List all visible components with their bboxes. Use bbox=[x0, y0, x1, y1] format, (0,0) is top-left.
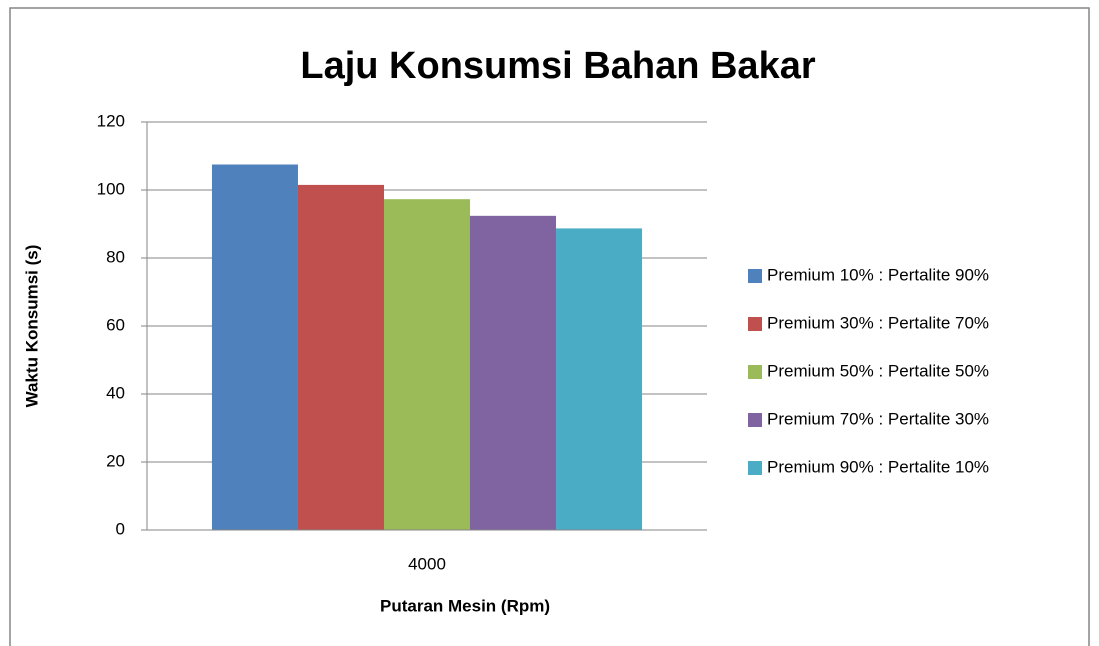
legend-swatch bbox=[748, 461, 762, 475]
y-tick-label: 20 bbox=[106, 451, 125, 470]
y-tick-label: 80 bbox=[106, 247, 125, 266]
legend-swatch bbox=[748, 317, 762, 331]
legend-swatch bbox=[748, 269, 762, 283]
legend-label: Premium 90% : Pertalite 10% bbox=[767, 457, 989, 476]
legend-label: Premium 70% : Pertalite 30% bbox=[767, 409, 989, 428]
bar bbox=[470, 215, 557, 530]
x-axis-label: Putaran Mesin (Rpm) bbox=[380, 596, 550, 615]
y-tick-label: 120 bbox=[97, 111, 125, 130]
bar bbox=[383, 199, 471, 530]
x-tick-label: 4000 bbox=[408, 554, 446, 573]
legend-label: Premium 30% : Pertalite 70% bbox=[767, 313, 989, 332]
chart-title: Laju Konsumsi Bahan Bakar bbox=[300, 45, 815, 87]
bar bbox=[556, 228, 643, 531]
legend-label: Premium 50% : Pertalite 50% bbox=[767, 361, 989, 380]
legend-swatch bbox=[748, 365, 762, 379]
bar bbox=[211, 164, 298, 530]
y-tick-label: 100 bbox=[97, 179, 125, 198]
y-tick-label: 40 bbox=[106, 383, 125, 402]
y-tick-label: 0 bbox=[116, 519, 125, 538]
bar bbox=[297, 184, 384, 530]
y-tick-label: 60 bbox=[106, 315, 125, 334]
y-axis-label: Waktu Konsumsi (s) bbox=[22, 245, 41, 408]
legend-swatch bbox=[748, 413, 762, 427]
legend-label: Premium 10% : Pertalite 90% bbox=[767, 265, 989, 284]
